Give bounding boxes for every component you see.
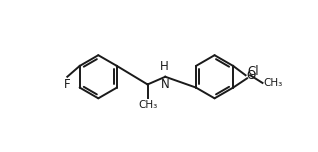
Text: H: H: [160, 60, 169, 73]
Text: CH₃: CH₃: [138, 100, 157, 110]
Text: F: F: [64, 78, 71, 91]
Text: N: N: [161, 78, 170, 91]
Text: CH₃: CH₃: [263, 78, 282, 88]
Text: O: O: [246, 69, 256, 82]
Text: Cl: Cl: [248, 65, 259, 78]
